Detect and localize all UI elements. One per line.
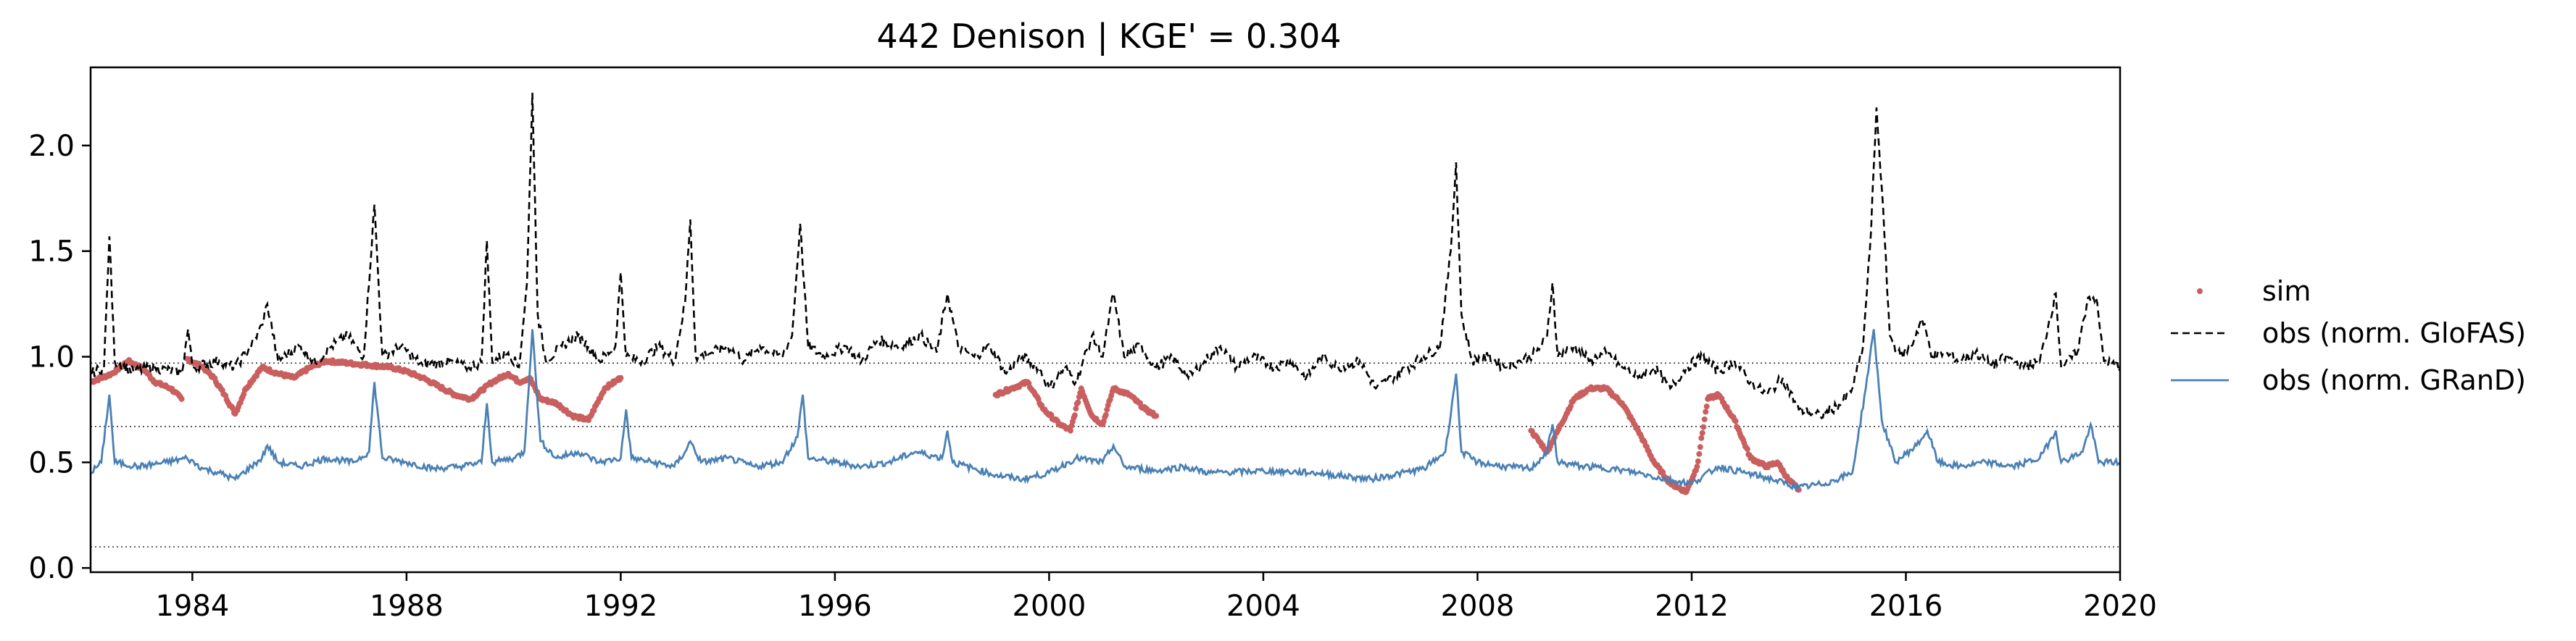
x-tick-label: 2012 xyxy=(1655,590,1729,623)
sim-point xyxy=(1701,416,1708,422)
x-tick-label: 1984 xyxy=(155,590,229,623)
sim-point xyxy=(1071,412,1078,419)
x-tick-label: 2000 xyxy=(1013,590,1087,623)
sim-point xyxy=(1073,406,1079,412)
legend: sim obs (norm. GloFAS) obs (norm. GRanD) xyxy=(2171,275,2526,396)
sim-point xyxy=(1703,409,1709,415)
sim-point xyxy=(1568,403,1574,409)
x-axis: 1984 1988 1992 1996 2000 2004 2008 2012 2016 2020 xyxy=(155,572,2157,623)
sim-point xyxy=(1703,403,1710,410)
legend-label: sim xyxy=(2262,275,2311,307)
chart-title: 442 Denison | KGE' = 0.304 xyxy=(876,17,1341,56)
y-axis: 0.0 0.5 1.0 1.5 2.0 xyxy=(28,130,91,585)
sim-point xyxy=(178,395,185,402)
y-tick-label: 1.5 xyxy=(28,235,75,269)
sim-point xyxy=(1700,424,1707,430)
sim-point xyxy=(1102,411,1109,418)
plot-area xyxy=(91,92,2120,495)
legend-label: obs (norm. GRanD) xyxy=(2262,364,2526,396)
sim-point xyxy=(1696,451,1703,457)
sim-point xyxy=(1104,406,1110,413)
y-tick-label: 0.5 xyxy=(28,446,75,479)
sim-point xyxy=(618,374,624,381)
sim-point xyxy=(1698,435,1705,441)
sim-point xyxy=(1067,427,1073,434)
y-tick-label: 2.0 xyxy=(28,130,75,163)
sim-point xyxy=(1744,446,1750,453)
sim-point xyxy=(1695,458,1701,464)
sim-point xyxy=(1075,399,1081,406)
x-tick-label: 2004 xyxy=(1226,590,1300,623)
sim-point xyxy=(1694,464,1700,470)
y-tick-label: 1.0 xyxy=(28,341,75,374)
x-tick-label: 2008 xyxy=(1441,590,1515,623)
x-tick-label: 2016 xyxy=(1869,590,1943,623)
x-tick-label: 2020 xyxy=(2083,590,2157,623)
sim-point xyxy=(1699,430,1705,436)
series-line-grand xyxy=(91,329,2120,492)
x-tick-label: 1988 xyxy=(370,590,444,623)
series-line-glofas xyxy=(91,92,2120,420)
reference-lines xyxy=(91,362,2120,548)
y-tick-label: 0.0 xyxy=(28,552,75,585)
sim-point xyxy=(1732,418,1739,424)
axes-frame xyxy=(89,66,2122,574)
x-tick-label: 1996 xyxy=(798,590,872,623)
x-tick-label: 1992 xyxy=(584,590,658,623)
legend-label: obs (norm. GloFAS) xyxy=(2262,317,2526,349)
sim-point xyxy=(1697,444,1703,451)
sim-point xyxy=(1153,413,1160,419)
legend-marker-sim xyxy=(2197,288,2203,294)
